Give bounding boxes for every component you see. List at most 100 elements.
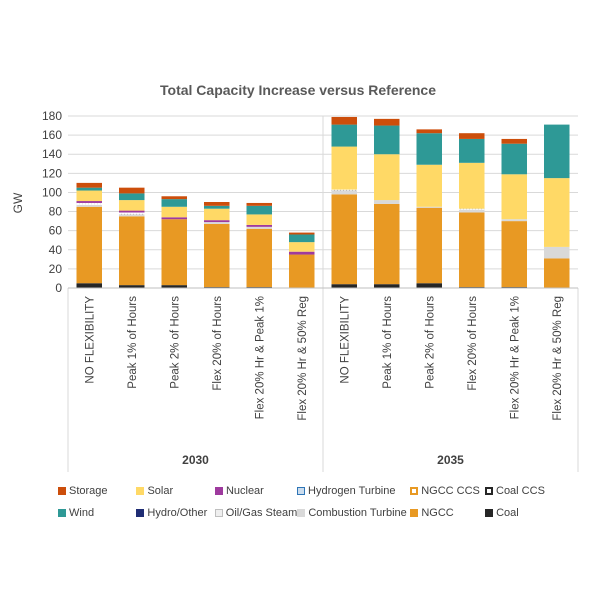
bar-segment-solar (161, 206, 187, 218)
bar-segment-ngcc (289, 254, 315, 288)
bar-segment-storage (416, 129, 442, 134)
legend-label: Wind (69, 507, 95, 519)
legend-swatch-icon (485, 509, 494, 517)
legend-item-storage: Storage (58, 485, 136, 497)
legend-label: Coal (496, 507, 519, 519)
bar-segment-solar (501, 174, 527, 220)
bar-segment-nuclear (246, 224, 272, 227)
bar-segment-wind (501, 143, 527, 175)
legend-row: Wind Hydro/Other Oil/Gas Steam Combustion T… (58, 502, 558, 524)
bar-segment-ngcc (374, 203, 400, 285)
bar-segment-storage (76, 182, 102, 188)
legend-label: Solar (147, 485, 174, 497)
legend-item-wind: Wind (58, 507, 136, 519)
legend-item-ngcc: NGCC (410, 507, 485, 519)
bar-segment-solar (374, 154, 400, 201)
bar-segment-storage (204, 202, 230, 206)
bar-segment-coal (374, 284, 400, 288)
bar-stack-2035-flex-20-of-hours (459, 133, 485, 288)
bar-segment-combustion-turbine (501, 219, 527, 222)
legend-item-combustion-turbine: Combustion Turbine (297, 507, 410, 519)
bar-stack-2030-peak-2-of-hours (161, 196, 187, 288)
bars (76, 116, 570, 288)
bar-segment-oil-gas-steam (459, 208, 485, 210)
legend-item-nuclear: Nuclear (214, 485, 297, 497)
chart-title: Total Capacity Increase versus Reference (160, 82, 436, 98)
bar-stack-2030-flex-20-of-hours (204, 202, 230, 288)
group-label-2030: 2030 (182, 453, 209, 467)
y-tick-label: 0 (55, 281, 62, 295)
bar-segment-ngcc (161, 219, 187, 286)
legend-swatch-icon (485, 487, 493, 495)
bar-segment-storage (246, 202, 272, 206)
legend-label: Hydrogen Turbine (308, 485, 396, 497)
legend-label: Nuclear (225, 485, 264, 497)
legend-swatch-icon (410, 509, 419, 517)
category-label: Flex 20% Hr & 50% Reg (297, 296, 309, 421)
bar-segment-wind (119, 193, 145, 201)
category-label: NO FLEXIBILITY (339, 296, 351, 384)
bar-segment-ngcc (501, 221, 527, 288)
bar-segment-ngcc (416, 207, 442, 284)
bar-segment-nuclear (289, 251, 315, 255)
bar-segment-coal (76, 283, 102, 288)
y-tick-label: 80 (49, 205, 63, 219)
legend-item-oil-gas-steam: Oil/Gas Steam (214, 507, 298, 519)
y-tick-label: 120 (42, 166, 62, 180)
legend-swatch-icon (297, 509, 306, 517)
bar-segment-ngcc (459, 212, 485, 288)
bar-segment-wind (204, 205, 230, 209)
bar-segment-combustion-turbine (374, 200, 400, 204)
bar-segment-combustion-turbine (459, 209, 485, 213)
bar-segment-wind (246, 205, 272, 215)
bar-segment-coal (119, 285, 145, 288)
bar-segment-combustion-turbine (246, 226, 272, 229)
bar-segment-solar (119, 200, 145, 211)
y-tick-label: 100 (42, 185, 62, 199)
legend-label: Hydro/Other (147, 507, 208, 519)
legend-swatch-icon (136, 509, 145, 517)
legend-label: NGCC CCS (421, 485, 480, 497)
bar-segment-solar (246, 214, 272, 225)
bar-segment-solar (204, 208, 230, 221)
bar-segment-coal (331, 284, 357, 288)
bar-segment-solar (331, 146, 357, 190)
bar-segment-combustion-turbine (76, 204, 102, 207)
bar-segment-combustion-turbine (204, 222, 230, 224)
bar-segment-ngcc (76, 206, 102, 284)
bar-segment-ngcc (331, 194, 357, 285)
y-tick-label: 180 (42, 109, 62, 123)
bar-segment-storage (331, 116, 357, 125)
bar-stack-2035-peak-2-of-hours (416, 129, 442, 288)
category-label: Flex 20% of Hours (212, 296, 224, 391)
bar-segment-combustion-turbine (416, 206, 442, 208)
bar-segment-wind (331, 124, 357, 147)
bar-stack-2030-flex-20-hr-peak-1 (246, 202, 272, 288)
y-tick-label: 160 (42, 128, 62, 142)
y-tick-label: 40 (49, 243, 63, 257)
bar-stack-2035-peak-1-of-hours (374, 118, 400, 288)
bar-stack-2035-no-flexibility (331, 116, 357, 288)
bar-segment-combustion-turbine (544, 246, 570, 259)
bar-segment-storage (501, 138, 527, 144)
category-label: Flex 20% Hr & Peak 1% (509, 296, 521, 419)
legend-item-coal: Coal (485, 507, 558, 519)
bar-segment-coal (161, 285, 187, 288)
legend-swatch-icon (297, 487, 306, 495)
bar-segment-ngcc (204, 223, 230, 288)
legend-label: Oil/Gas Steam (225, 507, 298, 519)
y-tick-labels: 0 20 40 60 80 100 120 140 160 180 (42, 109, 62, 295)
bar-segment-storage (374, 118, 400, 126)
bar-stack-2030-peak-1-of-hours (119, 187, 145, 288)
bar-segment-solar (459, 162, 485, 209)
bar-stack-2035-flex-20-hr-peak-1 (501, 138, 527, 288)
legend-swatch-icon (58, 509, 66, 517)
bar-segment-storage (459, 133, 485, 139)
legend-swatch-icon (214, 509, 223, 517)
bar-segment-oil-gas-steam (331, 189, 357, 191)
bar-segment-solar (76, 190, 102, 202)
bar-segment-wind (416, 133, 442, 165)
bar-segment-combustion-turbine (119, 214, 145, 217)
bar-segment-solar (289, 242, 315, 252)
